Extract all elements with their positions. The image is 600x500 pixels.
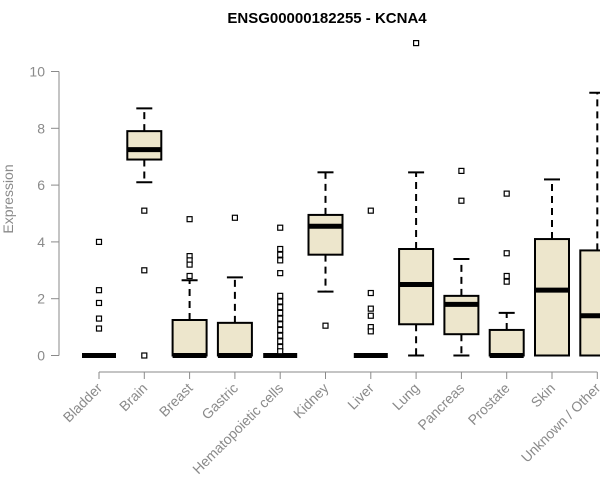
box-prostate [488,190,525,358]
y-axis: 0 2 4 6 8 10 [29,64,60,364]
outlier-point [95,299,103,307]
box-iqr [216,321,253,357]
outlier-point [186,216,193,223]
outlier-point [277,224,284,231]
x-tick-label: Skin [528,380,559,411]
x-tick-label: Lung [389,380,422,413]
outlier-point [95,325,103,332]
box-bladder [82,238,116,358]
outlier-point [503,190,510,197]
box-iqr [126,130,163,161]
outlier-point [231,214,238,221]
outlier-point [95,315,103,322]
box-iqr [171,319,208,357]
outlier-point [186,272,193,280]
outlier-point [95,287,103,294]
outlier-point [458,167,465,174]
y-axis-label: Expression [0,164,16,233]
outlier-point [367,305,374,312]
box-pancreas [443,167,480,357]
box-unknown-other [579,91,600,357]
box-hematopoietic-cells [263,224,298,358]
outlier-point [277,315,284,322]
outlier-point [367,289,374,297]
outlier-point [503,278,510,285]
boxes [82,39,600,359]
box-breast [171,216,208,358]
box-iqr [443,294,480,336]
outlier-point [367,312,374,319]
outlier-point [277,309,284,316]
outlier-point [277,292,284,299]
x-tick-label: Brain [116,380,150,414]
y-tick-label: 4 [37,234,45,250]
x-tick-label: Pancreas [414,380,467,433]
box-gastric [216,214,253,358]
outlier-point [95,238,103,245]
outlier-point [277,304,284,311]
outlier-point [277,298,284,305]
y-tick-label: 8 [37,120,45,136]
outlier-point [186,261,193,268]
outlier-point [277,338,284,345]
x-tick-label: Liver [344,380,377,413]
box-lung [398,39,435,357]
outlier-point [367,207,374,214]
outlier-point [277,326,284,334]
x-tick-label: Bladder [60,380,106,426]
box-brain [126,107,163,359]
outlier-point [458,197,465,204]
outlier-point [277,348,284,355]
box-iqr [534,238,570,357]
x-tick-label: Unknown / Other [518,380,600,466]
outlier-point [503,272,510,280]
y-tick-label: 6 [37,177,45,193]
box-iqr [488,328,525,357]
outlier-point [277,251,284,258]
outlier-point [322,322,329,329]
x-tick-label: Prostate [465,380,513,428]
outlier-point [277,332,284,339]
y-tick-label: 0 [37,348,45,364]
outlier-point [367,328,374,335]
outlier-point [141,267,148,274]
box-iqr [579,249,600,357]
y-tick-label: 10 [29,64,45,80]
chart-title: ENSG00000182255 - KCNA4 [227,10,427,27]
box-iqr [307,213,344,256]
y-tick-label: 2 [37,291,45,307]
outlier-point [141,352,148,359]
box-kidney [307,171,344,329]
x-tick-label: Breast [156,380,196,420]
outlier-point [277,321,284,328]
outlier-point [413,39,420,47]
outlier-point [503,250,510,257]
x-tick-label: Gastric [198,380,241,423]
box-liver [353,207,388,358]
x-tick-label: Kidney [290,380,332,422]
outlier-point [277,245,284,253]
box-skin [534,178,570,357]
outlier-point [277,270,284,277]
outlier-point [277,257,284,264]
outlier-point [141,207,148,214]
